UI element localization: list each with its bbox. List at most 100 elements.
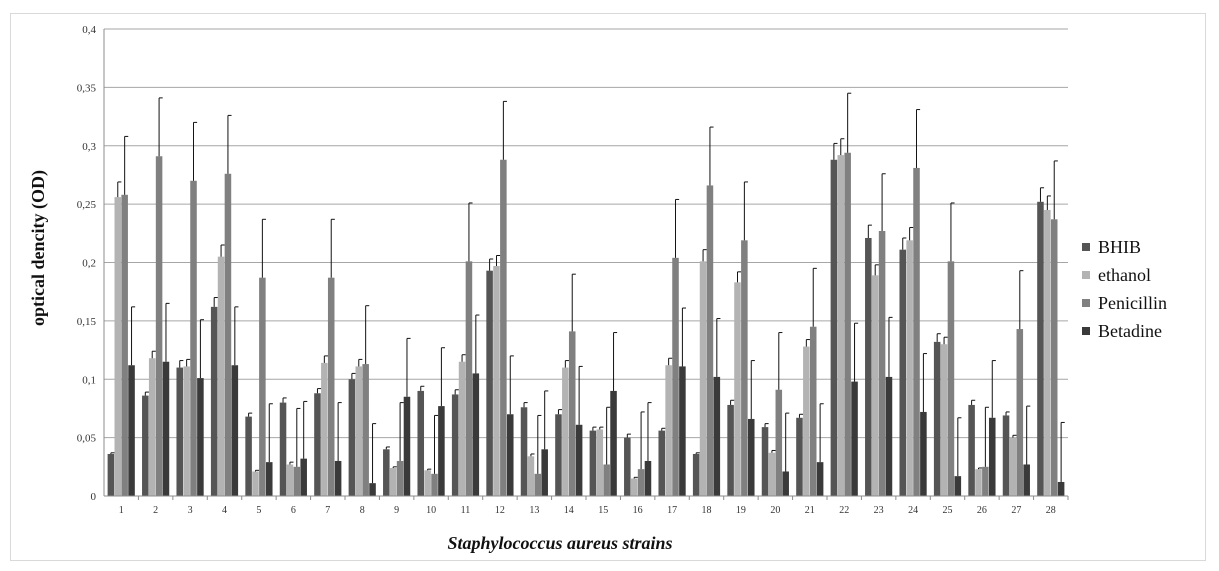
- bar-ethanol: [906, 240, 913, 496]
- legend-label: BHIB: [1098, 237, 1141, 257]
- bar-betadine: [782, 471, 789, 496]
- x-tick-label: 22: [839, 505, 849, 516]
- bar-bhib: [968, 404, 975, 496]
- error-bars: [110, 92, 1065, 484]
- bar-ethanol: [940, 344, 948, 496]
- bar-betadine: [231, 365, 239, 496]
- legend-swatch-bhib: [1082, 243, 1090, 251]
- y-tick-label: 0,3: [82, 141, 96, 153]
- bars: [107, 152, 1065, 497]
- bar-ethanol: [630, 478, 638, 496]
- bar-ethanol: [562, 367, 569, 496]
- y-axis-label: optical dencity (OD): [28, 170, 49, 326]
- bar-ethanol: [665, 365, 672, 496]
- bar-penicillin: [913, 167, 920, 496]
- bar-betadine: [920, 411, 927, 496]
- bar-ethanol: [252, 471, 259, 496]
- bar-penicillin: [706, 185, 714, 496]
- x-tick-label: 14: [564, 505, 574, 516]
- bar-penicillin: [362, 364, 369, 496]
- y-tick-label: 0,2: [82, 258, 96, 270]
- bar-ethanol: [837, 155, 845, 496]
- x-tick-label: 12: [495, 505, 505, 516]
- bar-betadine: [885, 376, 893, 496]
- x-tick-label: 8: [360, 505, 365, 516]
- bar-ethanol: [286, 464, 294, 496]
- bar-ethanol: [321, 362, 328, 496]
- x-axis-label: Staphylococcus aureus strains: [447, 533, 672, 553]
- x-tick-label: 1: [119, 505, 124, 516]
- x-tick-label: 24: [908, 505, 918, 516]
- bar-penicillin: [844, 152, 851, 496]
- bar-betadine: [472, 373, 480, 496]
- bar-betadine: [300, 458, 307, 496]
- bar-ethanol: [183, 366, 190, 496]
- x-tick-label: 20: [770, 505, 780, 516]
- bar-bhib: [142, 395, 149, 496]
- bar-bhib: [451, 394, 459, 496]
- bar-bhib: [1002, 415, 1010, 496]
- bar-bhib: [761, 427, 769, 496]
- bar-ethanol: [355, 366, 363, 496]
- chart-frame: [10, 13, 1206, 561]
- bar-bhib: [210, 306, 218, 496]
- bar-betadine: [506, 414, 514, 496]
- bar-penicillin: [637, 469, 645, 496]
- bar-betadine: [197, 378, 204, 496]
- bar-ethanol: [493, 266, 500, 496]
- y-tick-label: 0,1: [82, 374, 96, 386]
- bar-ethanol: [871, 275, 879, 496]
- bar-bhib: [589, 430, 597, 496]
- bar-ethanol: [389, 467, 397, 496]
- bar-penicillin: [741, 240, 748, 496]
- bar-penicillin: [190, 180, 197, 496]
- bar-penicillin: [809, 326, 817, 496]
- bar-bhib: [1037, 201, 1044, 497]
- bar-betadine: [541, 449, 548, 496]
- x-tick-label: 27: [1011, 505, 1021, 516]
- x-tick-label: 23: [874, 505, 884, 516]
- bar-ethanol: [803, 346, 810, 496]
- x-tick-label: 9: [394, 505, 399, 516]
- bar-betadine: [851, 381, 858, 496]
- bar-betadine: [1023, 464, 1030, 496]
- y-tick-label: 0,15: [77, 316, 97, 328]
- bar-bhib: [417, 390, 425, 496]
- bar-bhib: [899, 249, 907, 496]
- bar-ethanol: [1044, 209, 1051, 496]
- bar-betadine: [334, 460, 342, 496]
- bar-ethanol: [458, 361, 466, 496]
- bar-bhib: [176, 367, 184, 496]
- bar-penicillin: [327, 277, 335, 496]
- bar-bhib: [624, 437, 631, 496]
- bar-ethanol: [1009, 437, 1017, 496]
- y-tick-label: 0: [91, 491, 97, 503]
- bar-bhib: [348, 379, 356, 496]
- bar-bhib: [727, 404, 734, 496]
- x-tick-label: 5: [256, 505, 261, 516]
- x-tick-label: 19: [736, 505, 746, 516]
- bar-bhib: [865, 237, 872, 497]
- y-tick-label: 0,25: [77, 199, 97, 211]
- bar-ethanol: [148, 358, 156, 496]
- bar-penicillin: [982, 466, 989, 496]
- bar-betadine: [713, 376, 721, 496]
- x-tick-label: 25: [943, 505, 953, 516]
- bar-penicillin: [431, 473, 438, 496]
- bar-ethanol: [424, 470, 431, 496]
- bar-betadine: [679, 366, 686, 496]
- bar-betadine: [954, 476, 962, 496]
- bar-bhib: [314, 393, 321, 496]
- bar-penicillin: [224, 173, 232, 496]
- legend-label: Penicillin: [1098, 293, 1167, 313]
- bar-betadine: [403, 396, 411, 496]
- bar-betadine: [988, 417, 996, 496]
- axes: 00,050,10,150,20,250,30,350,41 2 3 4 5 6 7 8 9 10…: [77, 24, 1069, 516]
- bar-penicillin: [500, 159, 507, 496]
- bar-bhib: [279, 402, 287, 496]
- x-tick-label: 16: [633, 505, 643, 516]
- bar-bhib: [520, 407, 528, 496]
- y-tick-label: 0,4: [82, 24, 96, 36]
- bar-betadine: [369, 483, 376, 496]
